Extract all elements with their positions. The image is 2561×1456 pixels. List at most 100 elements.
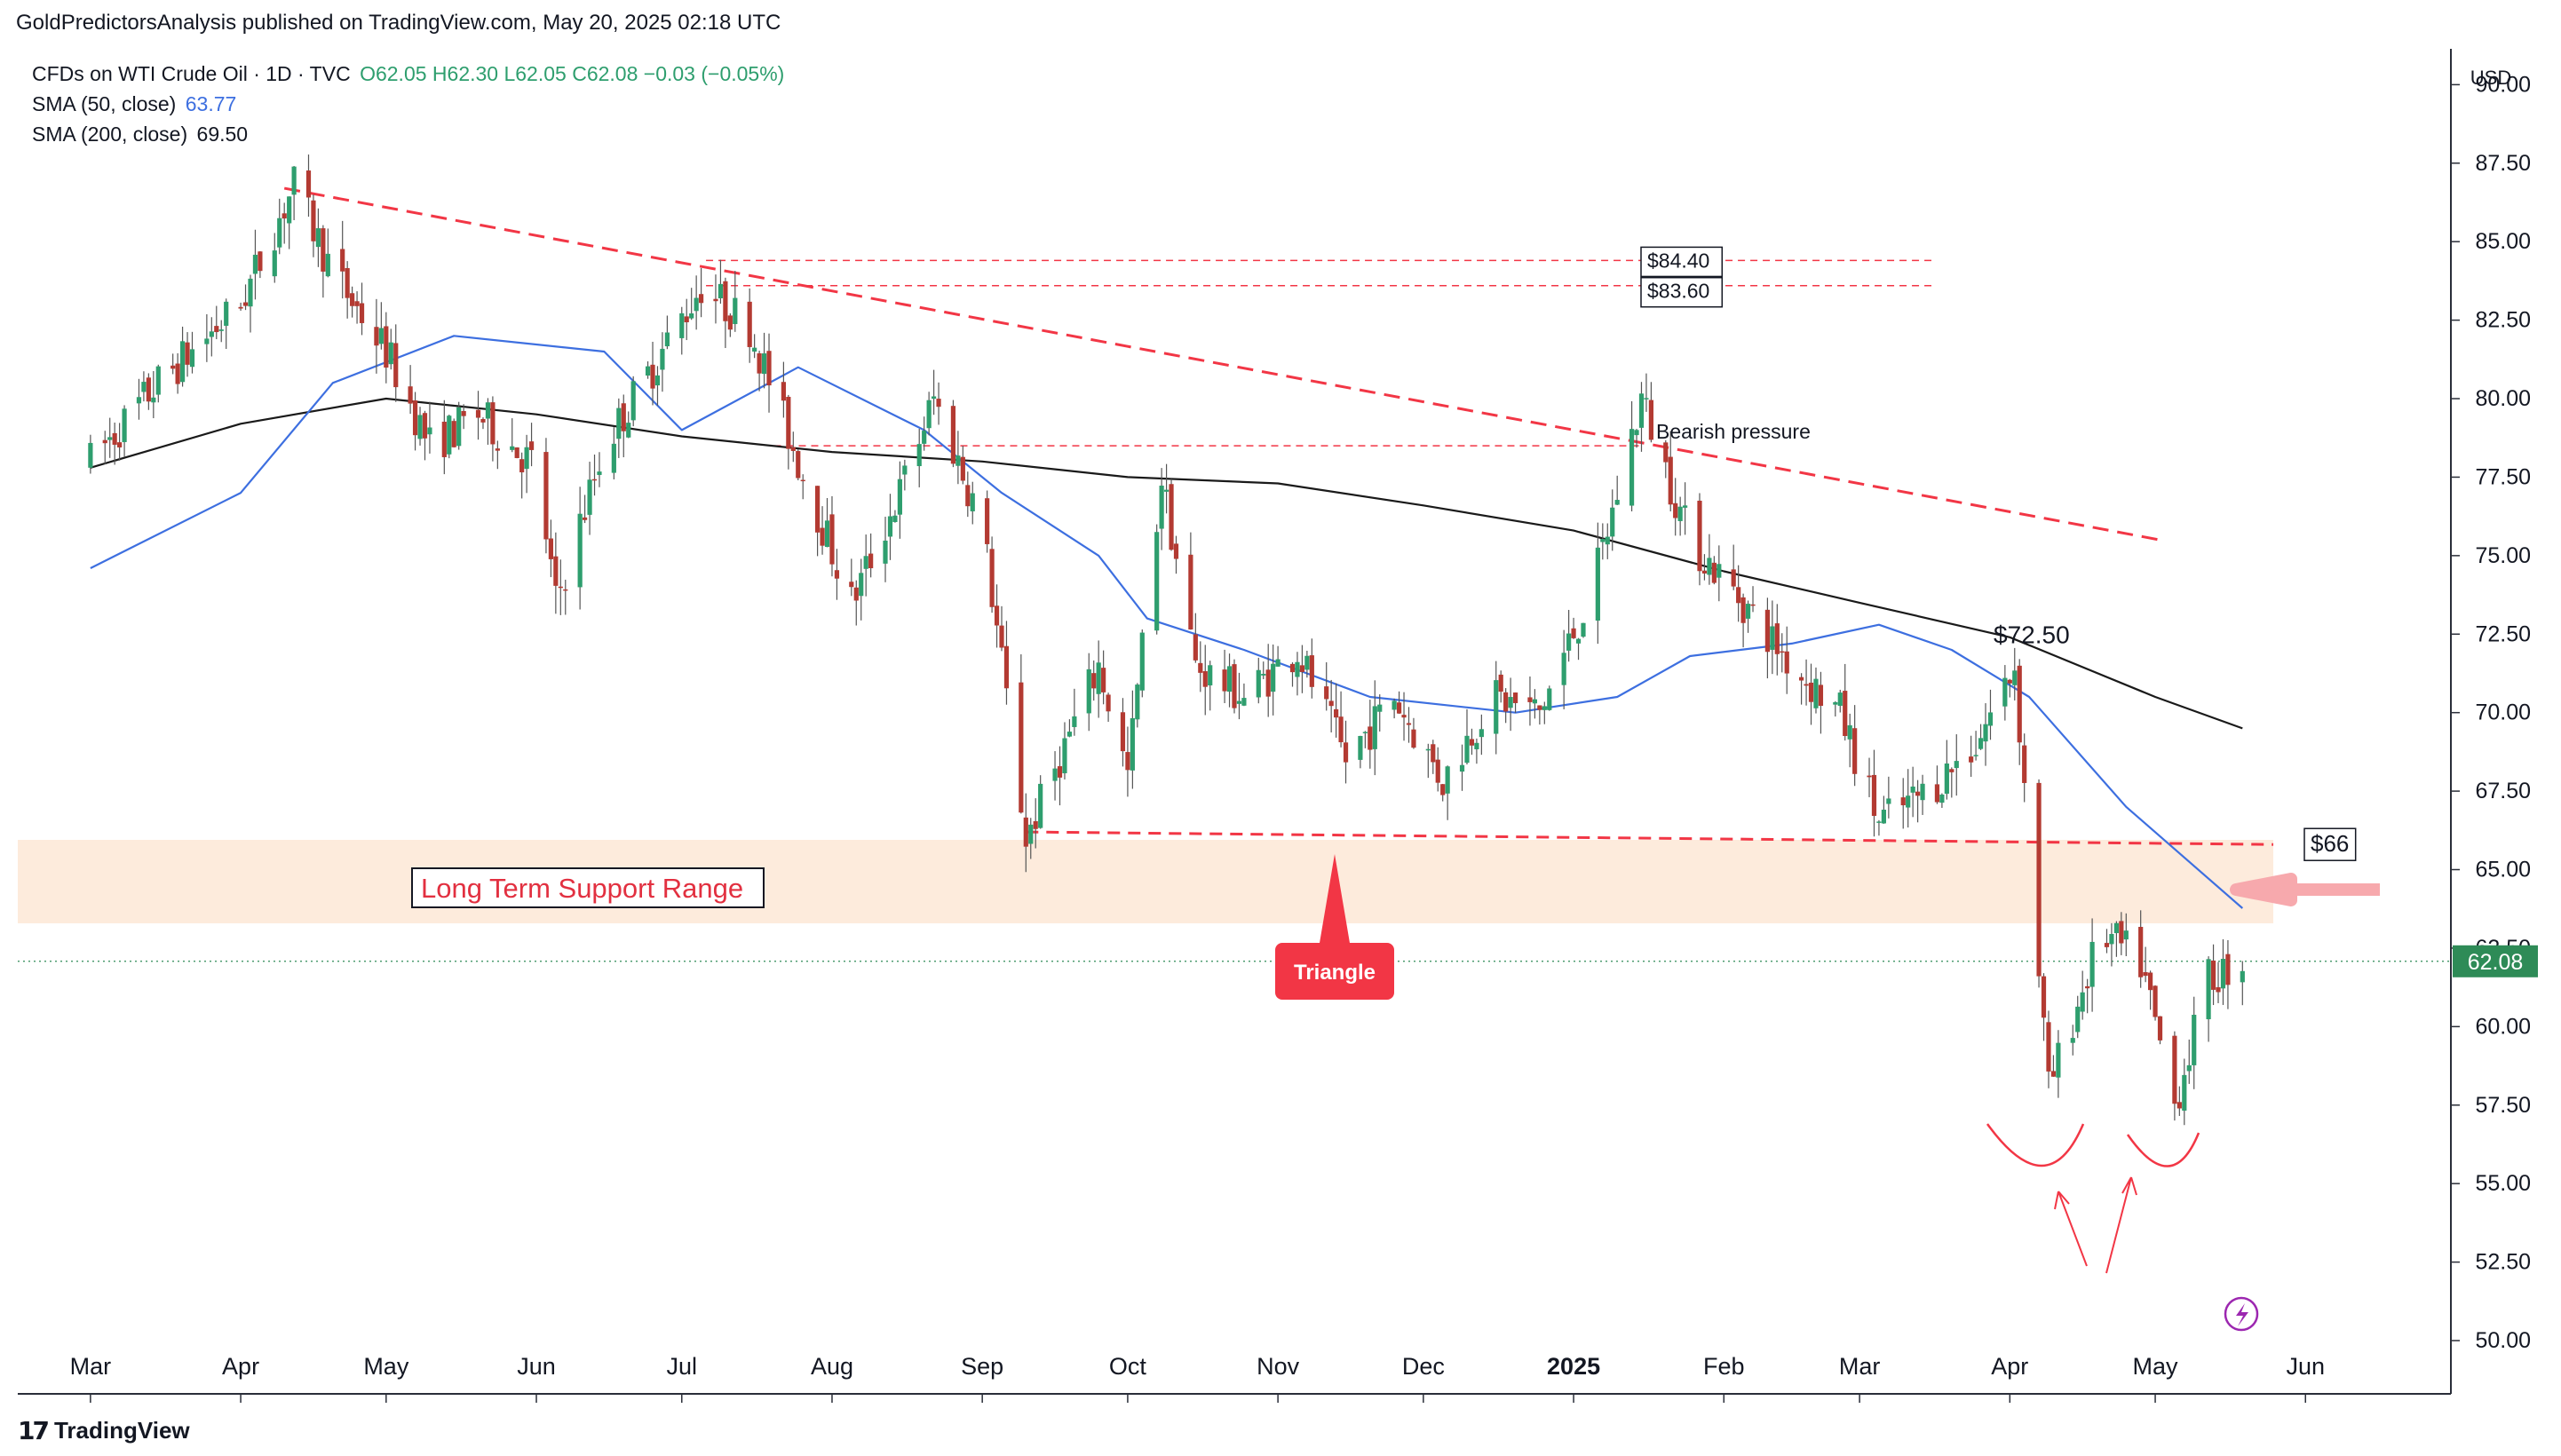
candle-up <box>291 166 297 195</box>
candle-up <box>1707 558 1712 575</box>
candle-down <box>1750 604 1756 606</box>
candle-up <box>1532 699 1538 704</box>
candle-up <box>485 402 491 419</box>
candle-up <box>1062 738 1067 773</box>
candle-down <box>834 570 840 579</box>
y-tick-label: 87.50 <box>2475 151 2531 176</box>
candle-up <box>1154 532 1160 631</box>
x-tick-label: Feb <box>1703 1353 1745 1380</box>
candle-down <box>699 294 704 304</box>
candle-up <box>248 278 253 307</box>
candle-up <box>272 250 277 277</box>
candle-up <box>1881 810 1886 824</box>
candle-down <box>2147 972 2153 991</box>
candle-up <box>136 397 142 404</box>
candle-down <box>1033 820 1038 829</box>
candle-up <box>1920 783 1925 801</box>
candle-down <box>1368 726 1373 750</box>
candle-down <box>1188 554 1193 630</box>
candle-down <box>985 498 990 544</box>
candle-down <box>1663 442 1669 463</box>
candle-up <box>1600 539 1606 542</box>
candle-up <box>141 382 147 392</box>
candle-up <box>660 348 665 370</box>
candle-down <box>170 365 176 369</box>
x-tick-label: Mar <box>1839 1353 1881 1380</box>
candle-down <box>359 303 365 323</box>
bearish-pressure-label: Bearish pressure <box>1656 420 1811 443</box>
tradingview-footer[interactable]: 17 TradingView <box>18 1416 190 1445</box>
bottom-arc-1 <box>1986 1123 2085 1167</box>
candle-down <box>1799 677 1804 681</box>
legend-sma200-value: 69.50 <box>196 123 249 146</box>
candle-down <box>621 403 626 431</box>
candle-down <box>321 228 326 272</box>
tradingview-logo-icon: 17 <box>18 1416 50 1445</box>
y-tick-label: 65.00 <box>2475 858 2531 882</box>
x-tick-label: Dec <box>1402 1353 1445 1380</box>
candle-down <box>1406 723 1412 725</box>
candle-down <box>384 326 389 368</box>
candles <box>88 154 2245 1126</box>
candle-up <box>1508 697 1513 708</box>
x-tick-label: May <box>2133 1353 2179 1380</box>
candle-down <box>2007 679 2012 684</box>
triangle-label: Triangle <box>1294 961 1376 985</box>
candle-down <box>1668 456 1673 505</box>
candle-down <box>2085 985 2090 989</box>
y-tick-label: 67.50 <box>2475 779 2531 803</box>
candle-down <box>1503 692 1509 712</box>
candle-up <box>1629 429 1635 506</box>
candle-up <box>752 347 757 352</box>
candle-up <box>1833 701 1838 705</box>
candle-up <box>1906 795 1911 808</box>
candle-down <box>548 538 553 559</box>
trend-lines <box>18 186 2451 962</box>
candle-up <box>931 396 937 400</box>
candle-down <box>1731 569 1736 587</box>
candle-up <box>447 415 452 455</box>
candle-up <box>2123 930 2129 940</box>
candle-up <box>689 313 694 319</box>
candle-up <box>1261 674 1266 676</box>
candle-up <box>2206 959 2211 1020</box>
legend-sma200-row[interactable]: SMA (200, close) 69.50 <box>32 123 248 146</box>
candle-down <box>461 410 466 416</box>
candle-up <box>694 297 699 312</box>
candle-down <box>790 447 796 451</box>
candle-down <box>1338 716 1344 743</box>
candle-up <box>1358 735 1363 760</box>
candle-down <box>1334 708 1339 718</box>
x-tick-label: Oct <box>1109 1353 1147 1380</box>
candle-up <box>2192 1015 2197 1065</box>
legend-sma50-row[interactable]: SMA (50, close) 63.77 <box>32 92 236 116</box>
level-66-label: $66 <box>2311 830 2349 857</box>
candle-up <box>2240 970 2245 983</box>
candle-down <box>2172 1035 2177 1104</box>
candle-up <box>630 381 636 421</box>
candle-up <box>1638 393 1645 428</box>
candle-up <box>2113 922 2119 934</box>
candle-down <box>999 625 1004 648</box>
candle-down <box>1697 500 1702 572</box>
candle-down <box>1571 628 1576 638</box>
candle-up <box>761 353 767 375</box>
candle-up <box>1876 821 1882 823</box>
candle-down <box>2017 665 2022 743</box>
candle-down <box>1299 665 1305 672</box>
candle-down <box>1673 502 1678 518</box>
candle-up <box>1581 622 1586 637</box>
candle-up <box>2075 1006 2081 1033</box>
candle-up <box>277 218 282 248</box>
candle-up <box>1052 768 1058 781</box>
last-price-badge <box>2453 945 2538 977</box>
candle-up <box>388 342 393 365</box>
candle-down <box>393 343 399 388</box>
candle-up <box>1459 764 1465 772</box>
candle-up <box>611 443 616 473</box>
legend-symbol-row: CFDs on WTI Crude Oil · 1D · TVC O62.05 … <box>32 62 784 86</box>
candle-down <box>475 409 481 418</box>
candle-up <box>1392 700 1397 710</box>
